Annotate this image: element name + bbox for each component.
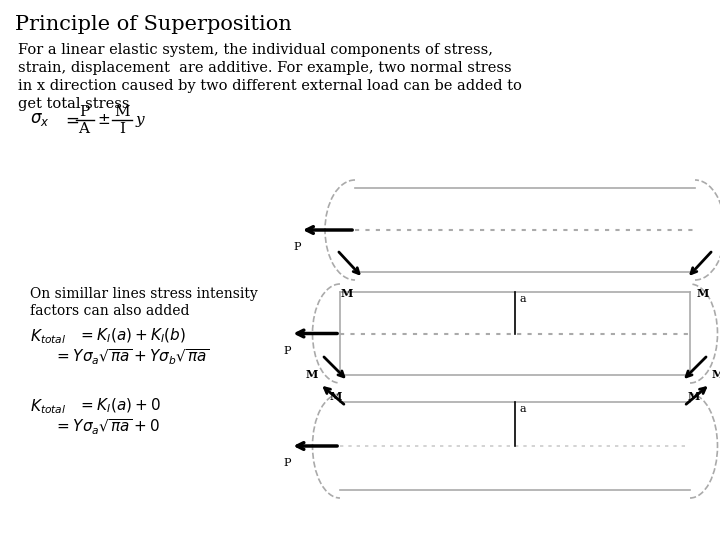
Text: $= K_I(a) + 0$: $= K_I(a) + 0$	[78, 397, 161, 415]
Text: $=$: $=$	[62, 111, 79, 129]
Text: $K_{total}$: $K_{total}$	[30, 327, 66, 346]
Text: strain, displacement  are additive. For example, two normal stress: strain, displacement are additive. For e…	[18, 61, 512, 75]
Text: On simillar lines stress intensity: On simillar lines stress intensity	[30, 287, 258, 301]
Text: A: A	[78, 122, 89, 136]
Text: M: M	[305, 369, 318, 380]
Text: P: P	[284, 346, 292, 355]
Text: a: a	[519, 294, 526, 304]
Text: y: y	[136, 113, 145, 127]
Text: $\pm$: $\pm$	[97, 113, 110, 127]
Text: get total stress: get total stress	[18, 97, 130, 111]
Text: M: M	[697, 288, 709, 299]
Text: I: I	[119, 122, 125, 136]
Text: $= Y\sigma_a\sqrt{\pi a} + Y\sigma_b\sqrt{\pi a}$: $= Y\sigma_a\sqrt{\pi a} + Y\sigma_b\sqr…	[54, 347, 210, 367]
Text: For a linear elastic system, the individual components of stress,: For a linear elastic system, the individ…	[18, 43, 493, 57]
Text: P: P	[79, 105, 89, 119]
Text: $K_{total}$: $K_{total}$	[30, 397, 66, 416]
Text: $= K_I(a) + K_I(b)$: $= K_I(a) + K_I(b)$	[78, 327, 186, 346]
Text: M: M	[114, 105, 130, 119]
Text: a: a	[519, 404, 526, 414]
Text: $\sigma_x$: $\sigma_x$	[30, 111, 50, 129]
Text: in x direction caused by two different external load can be added to: in x direction caused by two different e…	[18, 79, 522, 93]
Text: M: M	[688, 391, 700, 402]
Text: factors can also added: factors can also added	[30, 304, 189, 318]
Text: M: M	[712, 369, 720, 380]
Text: $= Y\sigma_a\sqrt{\pi a} + 0$: $= Y\sigma_a\sqrt{\pi a} + 0$	[54, 417, 160, 437]
Text: M: M	[341, 288, 354, 299]
Text: P: P	[284, 458, 292, 468]
Text: Principle of Superposition: Principle of Superposition	[15, 15, 292, 34]
Text: M: M	[330, 391, 342, 402]
Text: P: P	[293, 242, 301, 252]
